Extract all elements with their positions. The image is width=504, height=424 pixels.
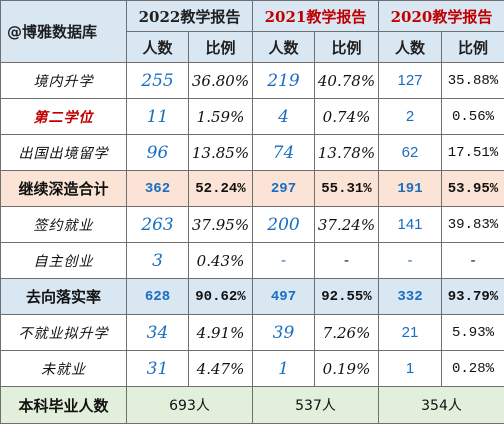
count-2020: 1: [379, 351, 442, 387]
ratio-2022: 13.85%: [189, 135, 253, 171]
row-label: 不就业拟升学: [1, 315, 127, 351]
ratio-2022: 37.95%: [189, 207, 253, 243]
ratio-2022: 0.43%: [189, 243, 253, 279]
ratio-2021: 92.55%: [315, 279, 379, 315]
table-row: 不就业拟升学 34 4.91% 39 7.26% 21 5.93%: [1, 315, 504, 351]
table-row: 出国出境留学 96 13.85% 74 13.78% 62 17.51%: [1, 135, 504, 171]
ratio-2022: 4.91%: [189, 315, 253, 351]
count-2020: 2: [379, 99, 442, 135]
count-2022: 362: [127, 171, 189, 207]
count-2020: 127: [379, 63, 442, 99]
row-label: 签约就业: [1, 207, 127, 243]
count-2022: 31: [127, 351, 189, 387]
row-label: 去向落实率: [1, 279, 127, 315]
ratio-header-2022: 比例: [189, 32, 253, 63]
ratio-2022: 36.80%: [189, 63, 253, 99]
count-2021: 74: [253, 135, 315, 171]
table-row: 自主创业 3 0.43% - - - -: [1, 243, 504, 279]
ratio-header-2021: 比例: [315, 32, 379, 63]
ratio-2022: 1.59%: [189, 99, 253, 135]
table-row: 签约就业 263 37.95% 200 37.24% 141 39.83%: [1, 207, 504, 243]
subtotal-row-placement-rate: 去向落实率 628 90.62% 497 92.55% 332 93.79%: [1, 279, 504, 315]
count-2020: 332: [379, 279, 442, 315]
count-2021: 39: [253, 315, 315, 351]
ratio-2020: 53.95%: [442, 171, 504, 207]
ratio-2021: 55.31%: [315, 171, 379, 207]
count-2022: 96: [127, 135, 189, 171]
count-2022: 34: [127, 315, 189, 351]
count-header-2022: 人数: [127, 32, 189, 63]
ratio-header-2020: 比例: [442, 32, 504, 63]
ratio-2020: 0.28%: [442, 351, 504, 387]
ratio-2022: 90.62%: [189, 279, 253, 315]
ratio-2021: 7.26%: [315, 315, 379, 351]
ratio-2020: 35.88%: [442, 63, 504, 99]
year-2022-header: 2022教学报告: [127, 1, 253, 32]
count-2022: 263: [127, 207, 189, 243]
total-2021: 537人: [253, 387, 379, 424]
count-2021: 219: [253, 63, 315, 99]
ratio-2022: 4.47%: [189, 351, 253, 387]
count-2021: 297: [253, 171, 315, 207]
row-label: 自主创业: [1, 243, 127, 279]
row-label: 未就业: [1, 351, 127, 387]
footer-row-total-graduates: 本科毕业人数 693人 537人 354人: [1, 387, 504, 424]
count-header-2020: 人数: [379, 32, 442, 63]
ratio-2021: 13.78%: [315, 135, 379, 171]
ratio-2022: 52.24%: [189, 171, 253, 207]
count-2020: 21: [379, 315, 442, 351]
count-2020: 191: [379, 171, 442, 207]
ratio-2020: 17.51%: [442, 135, 504, 171]
count-2021: 200: [253, 207, 315, 243]
count-2021: -: [253, 243, 315, 279]
table-row: 未就业 31 4.47% 1 0.19% 1 0.28%: [1, 351, 504, 387]
subtotal-row-further-study: 继续深造合计 362 52.24% 297 55.31% 191 53.95%: [1, 171, 504, 207]
ratio-2020: -: [442, 243, 504, 279]
count-2022: 628: [127, 279, 189, 315]
count-2022: 11: [127, 99, 189, 135]
ratio-2021: 0.19%: [315, 351, 379, 387]
header-row-years: @博雅数据库 2022教学报告 2021教学报告 2020教学报告: [1, 1, 504, 32]
count-2020: 62: [379, 135, 442, 171]
ratio-2020: 93.79%: [442, 279, 504, 315]
table-row: 境内升学 255 36.80% 219 40.78% 127 35.88%: [1, 63, 504, 99]
table-row: 第二学位 11 1.59% 4 0.74% 2 0.56%: [1, 99, 504, 135]
ratio-2021: 37.24%: [315, 207, 379, 243]
ratio-2020: 0.56%: [442, 99, 504, 135]
ratio-2021: -: [315, 243, 379, 279]
year-2020-header: 2020教学报告: [379, 1, 504, 32]
row-label: 继续深造合计: [1, 171, 127, 207]
brand-cell: @博雅数据库: [1, 1, 127, 63]
count-2020: 141: [379, 207, 442, 243]
total-2020: 354人: [379, 387, 504, 424]
count-2022: 255: [127, 63, 189, 99]
year-2021-header: 2021教学报告: [253, 1, 379, 32]
count-2020: -: [379, 243, 442, 279]
count-2022: 3: [127, 243, 189, 279]
count-2021: 1: [253, 351, 315, 387]
ratio-2021: 0.74%: [315, 99, 379, 135]
ratio-2020: 5.93%: [442, 315, 504, 351]
count-2021: 497: [253, 279, 315, 315]
row-label: 第二学位: [1, 99, 127, 135]
ratio-2020: 39.83%: [442, 207, 504, 243]
count-header-2021: 人数: [253, 32, 315, 63]
total-2022: 693人: [127, 387, 253, 424]
footer-label: 本科毕业人数: [1, 387, 127, 424]
row-label: 出国出境留学: [1, 135, 127, 171]
ratio-2021: 40.78%: [315, 63, 379, 99]
count-2021: 4: [253, 99, 315, 135]
row-label: 境内升学: [1, 63, 127, 99]
